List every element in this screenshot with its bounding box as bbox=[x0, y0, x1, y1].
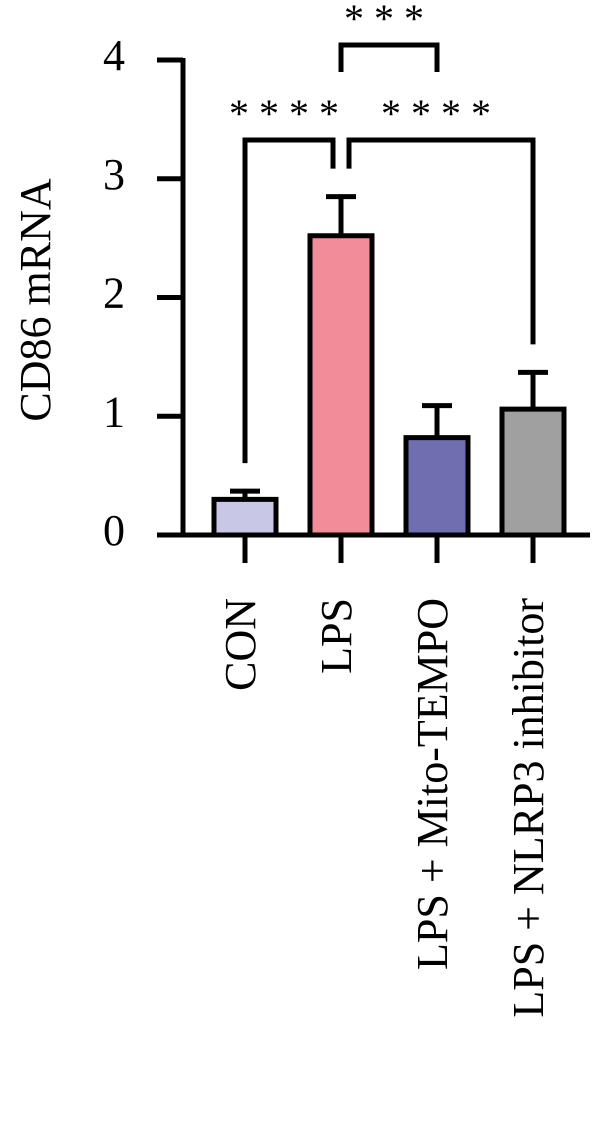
significance-label: **** bbox=[229, 91, 349, 136]
significance-label: **** bbox=[381, 91, 501, 136]
x-tick-label: LPS + NLRP3 inhibitor bbox=[504, 598, 553, 1018]
y-tick-label: 3 bbox=[103, 150, 125, 199]
significance-bracket bbox=[346, 137, 536, 345]
x-tick-label: LPS bbox=[312, 598, 361, 674]
bar bbox=[211, 496, 279, 538]
significance-bracket bbox=[338, 42, 440, 72]
y-tick-label: 4 bbox=[103, 31, 125, 80]
y-tick-label: 0 bbox=[103, 506, 125, 555]
x-tick-label: CON bbox=[216, 598, 265, 691]
y-tick-label: 2 bbox=[103, 269, 125, 318]
bar bbox=[403, 435, 471, 538]
y-tick-label: 1 bbox=[103, 387, 125, 436]
y-axis-label: CD86 mRNA bbox=[11, 178, 60, 421]
x-tick-label: LPS + Mito-TEMPO bbox=[408, 598, 457, 970]
bar bbox=[499, 406, 567, 538]
significance-bracket bbox=[242, 137, 336, 464]
significance-label: *** bbox=[344, 0, 434, 41]
bar bbox=[307, 233, 375, 538]
